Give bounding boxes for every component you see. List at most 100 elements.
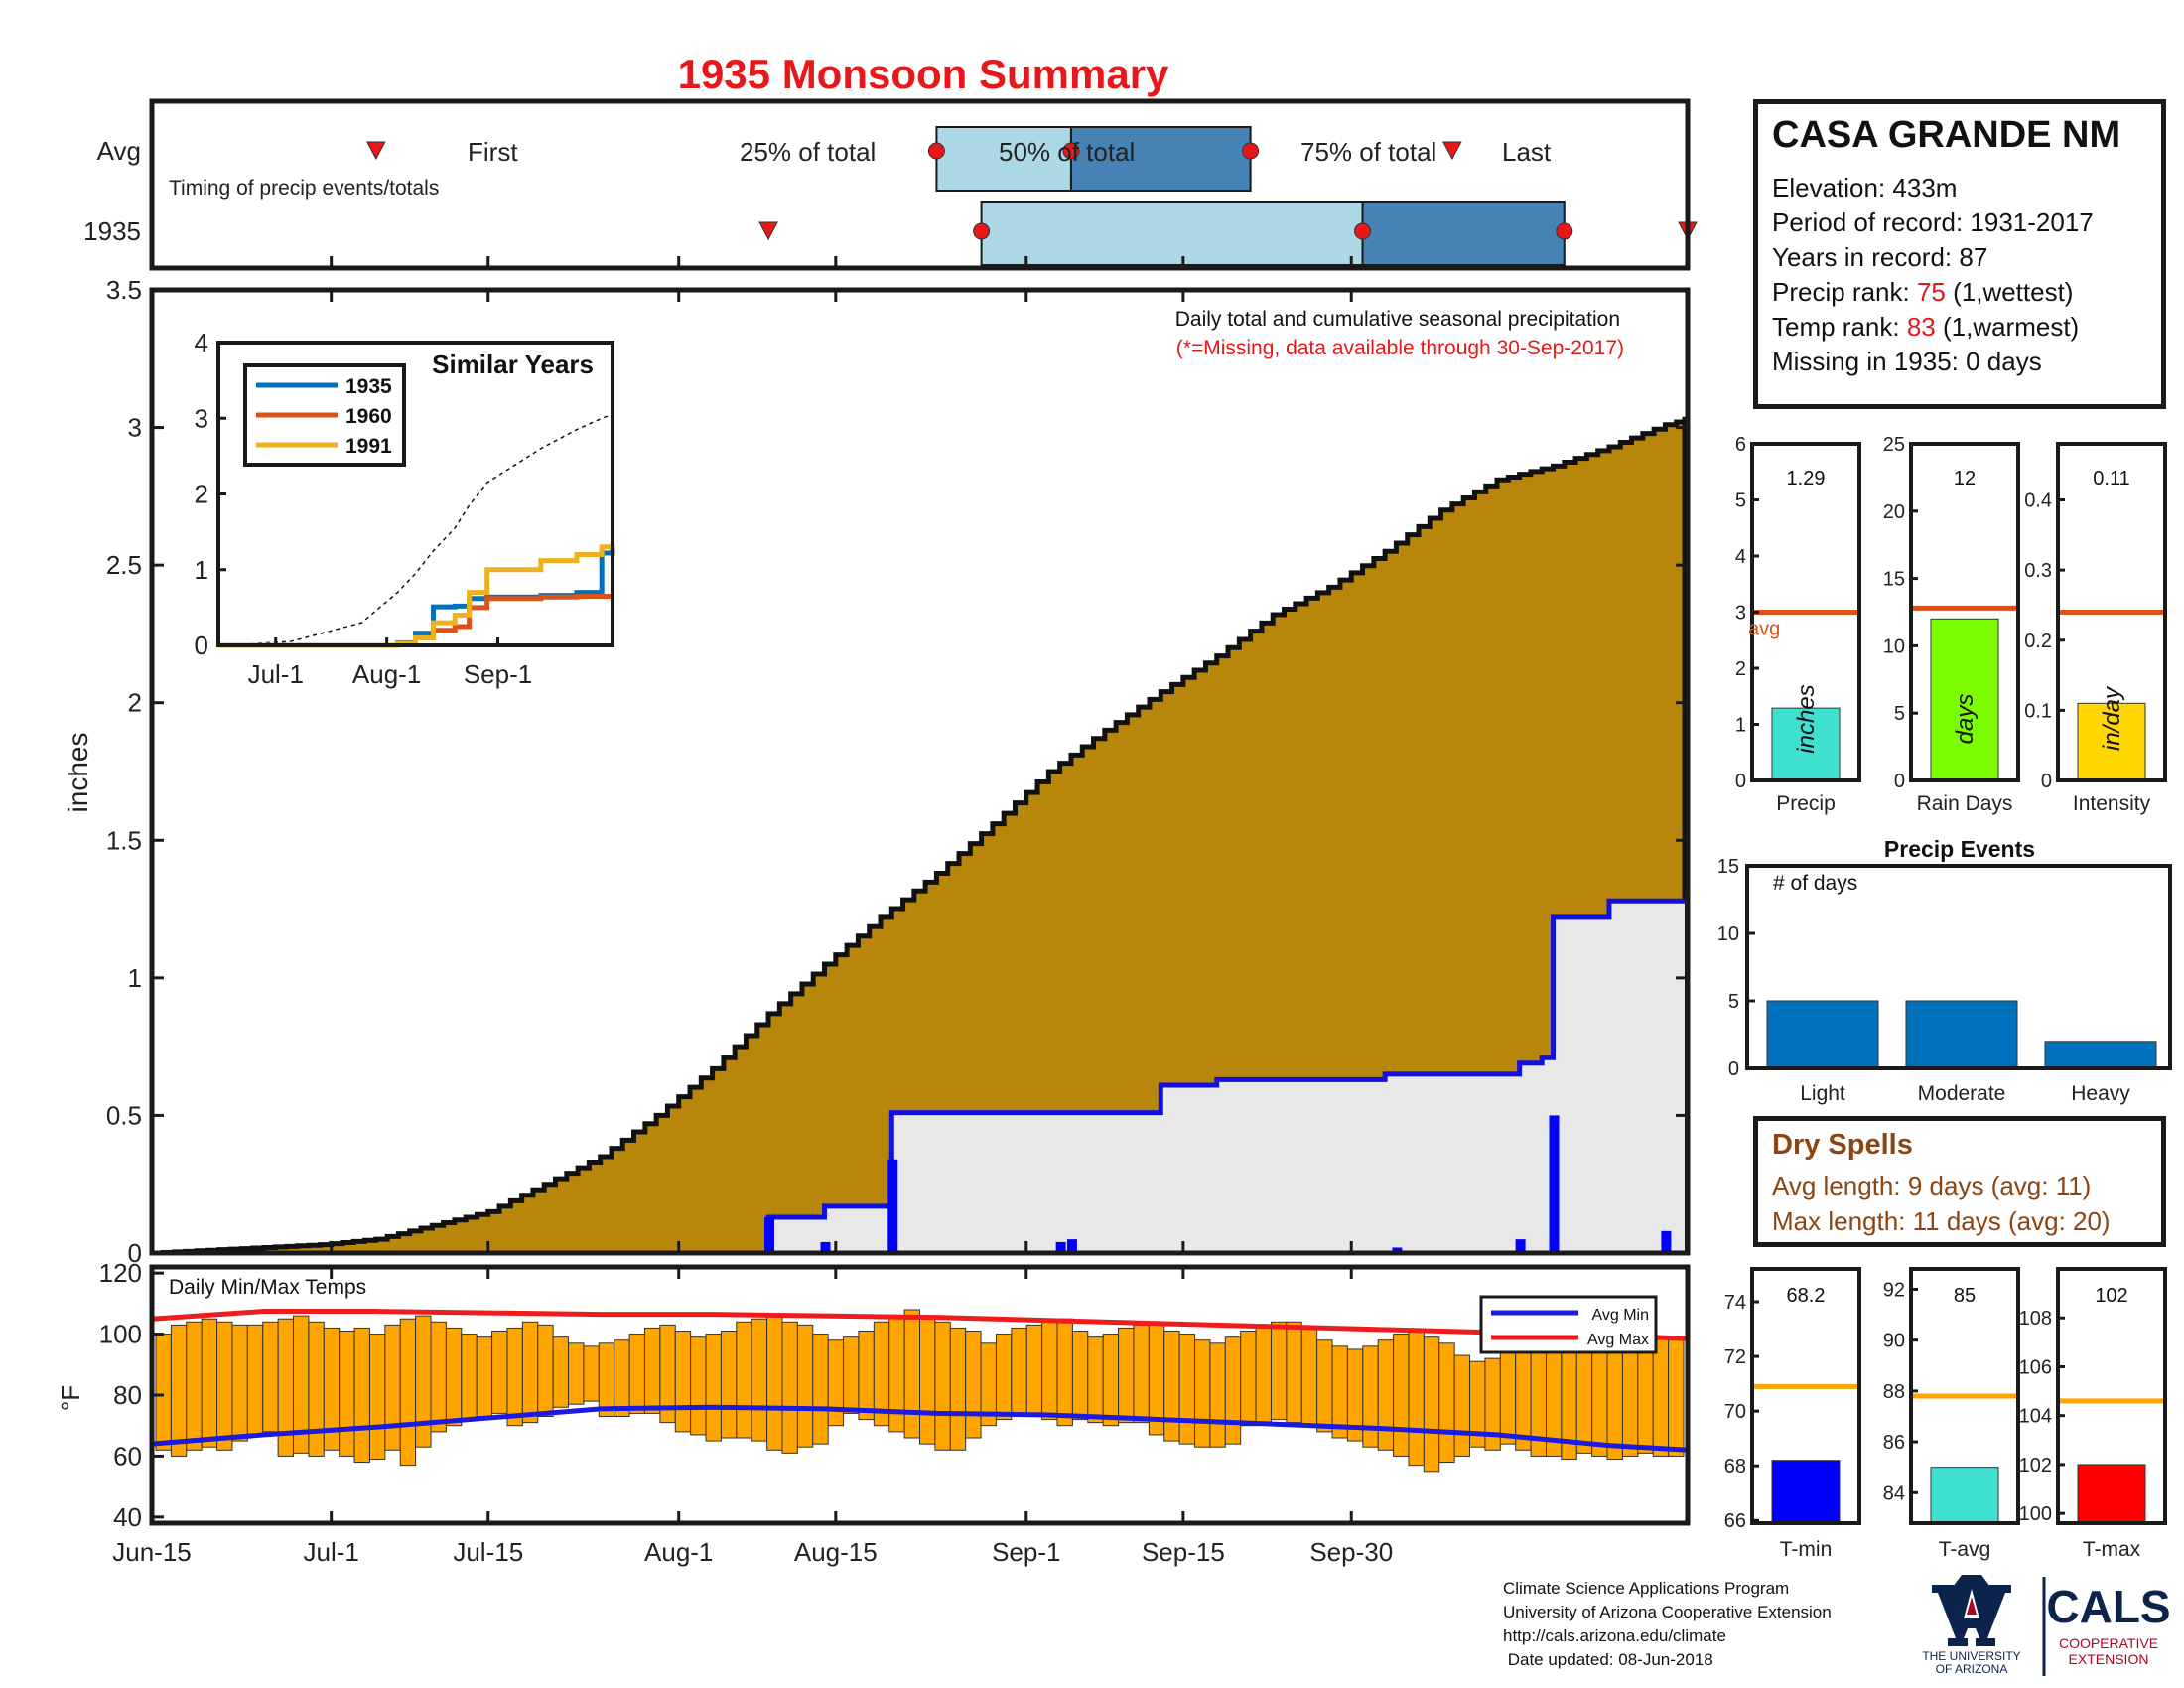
precip-rank-value: 75 [1916, 277, 1946, 307]
daily-temp-bar [614, 1339, 630, 1417]
events-y-tick-label: 0 [1728, 1058, 1739, 1080]
daily-temp-bar [1087, 1336, 1104, 1424]
events-y-tick-label: 10 [1717, 923, 1739, 945]
season-totals-panels: 65432101.29Precipinchesavg252015105012Ra… [1735, 434, 2167, 815]
station-precip-rank: Precip rank: 75 (1,wettest) [1772, 275, 2147, 310]
precip-events-chart: Precip Events Light Moderate Heavy 15 10 5 0 #… [1717, 836, 2172, 1105]
year-cumulative-line [152, 895, 1691, 1256]
avg-last-marker [1442, 141, 1462, 161]
summary-y-tick-label: 1 [1735, 715, 1746, 737]
summary-y-tick-label: 6 [1735, 434, 1746, 456]
main-y-axis: 3.5 3 2.5 2 1.5 1 0.5 0 [106, 275, 1688, 1268]
daily-temp-bar [1025, 1324, 1043, 1414]
main-precip-chart: 3.5 3 2.5 2 1.5 1 0.5 0 inches Daily total and … [63, 275, 1691, 1268]
daily-temp-bar [1300, 1327, 1318, 1427]
footer-program: Climate Science Applications Program [1503, 1579, 1790, 1598]
temp-summary-frame-1 [1909, 1267, 2020, 1525]
timing-label-p50: 50% of total [999, 137, 1135, 167]
daily-precip-bar [1055, 1241, 1066, 1253]
university-of-arizona-logo[interactable]: THE UNIVERSITY OF ARIZONA [1916, 1571, 2027, 1676]
temp-summary-tick-label: 102 [2019, 1455, 2052, 1477]
events-x-label: Heavy [2071, 1082, 2130, 1105]
daily-temp-bar [1652, 1336, 1670, 1457]
temp-summary-panels: 74 72 70 68 66 68.2 T-min 92 90 88 86 84 85 T-avg 108 1… [1724, 1267, 2167, 1561]
summary-y-tick-label: 10 [1883, 635, 1905, 657]
summary-unit-0: inches [1793, 684, 1820, 753]
daily-temp-bar [1606, 1336, 1623, 1460]
daily-temp-bar [430, 1321, 447, 1433]
temp-y-tick-label: 60 [113, 1441, 142, 1471]
timing-label-first: First [468, 137, 518, 167]
summary-bar-in/day [2077, 702, 2146, 781]
daily-temp-bar [1515, 1342, 1532, 1451]
events-bar-moderate [1905, 1000, 2018, 1069]
daily-temp-bar [1286, 1321, 1302, 1424]
summary-avg-label: avg [1748, 619, 1780, 640]
inset-y-tick-label: 4 [195, 328, 208, 357]
summary-unit-1: days [1952, 694, 1979, 745]
footer-url[interactable]: http://cals.arizona.edu/climate [1503, 1626, 1726, 1645]
daily-precip-bar [1066, 1239, 1077, 1253]
daily-temp-bar [308, 1321, 325, 1457]
year-cumulative-area [152, 898, 1688, 1253]
station-missing: Missing in 1935: 0 days [1772, 347, 2042, 376]
events-x-label: Light [1800, 1082, 1845, 1105]
daily-precip-bar [820, 1241, 831, 1253]
timing-label-p25: 25% of total [740, 137, 876, 167]
main-y-tick-label: 3.5 [106, 275, 142, 305]
station-elevation: Elevation: 433m [1772, 173, 1958, 203]
events-bar-light [1766, 1000, 1879, 1069]
ua-logo-text-2: OF ARIZONA [1936, 1662, 2008, 1676]
summary-y-tick-label: 2 [1735, 658, 1746, 680]
inset-legend-1960: 1960 [345, 405, 392, 428]
inset-y-axis: 4 3 2 1 0 [195, 328, 226, 660]
figure-title: 1935 Monsoon Summary [678, 51, 1169, 97]
summary-y-tick-label: 0 [1735, 771, 1746, 792]
summary-label-2: Intensity [2073, 792, 2151, 815]
daily-temp-bar [201, 1318, 218, 1448]
daily-temp-bar [1575, 1336, 1593, 1454]
temp-summary-tick-label: 72 [1724, 1346, 1746, 1368]
summary-y-tick-label: 5 [1894, 703, 1905, 725]
main-note: Daily total and cumulative seasonal prec… [1175, 308, 1620, 331]
daily-temp-bar [705, 1334, 722, 1442]
date-x-tick-label: Jul-15 [453, 1537, 523, 1567]
date-x-tick-label: Aug-1 [644, 1537, 713, 1567]
summary-y-tick-label: 5 [1735, 491, 1746, 512]
main-y-tick-label: 0 [128, 1238, 142, 1268]
main-y-tick-label: 2.5 [106, 550, 142, 580]
daily-precip-bar [887, 1159, 898, 1253]
daily-temp-bar [628, 1334, 645, 1414]
daily-temp-bar [1041, 1321, 1058, 1421]
cals-logo[interactable]: CALS COOPERATIVE EXTENSION [2041, 1577, 2170, 1676]
events-bar-heavy [2044, 1041, 2157, 1069]
inset-legend-1991: 1991 [345, 435, 392, 458]
temp-title: Daily Min/Max Temps [169, 1276, 366, 1299]
main-y-label: inches [63, 733, 93, 813]
events-frame [1745, 864, 2172, 1070]
temp-legend-min: Avg Min [1591, 1307, 1649, 1324]
daily-temp-bar [399, 1318, 417, 1467]
main-plot-area [152, 416, 1691, 1256]
daily-temp-bar [643, 1327, 661, 1414]
temp-y-axis: 120 100 80 60 40 [99, 1258, 164, 1532]
temp-summary-tick-label: 84 [1883, 1482, 1905, 1504]
daily-precip-bar [1549, 1115, 1560, 1253]
daily-temp-bar [1377, 1339, 1395, 1451]
temp-summary-tick-label: 106 [2019, 1356, 2052, 1378]
summary-y-tick-label: 20 [1883, 501, 1905, 523]
summary-value-2: 0.11 [2093, 468, 2129, 490]
footer-credits: Climate Science Applications Program Uni… [1503, 1577, 1900, 1672]
temp-summary-tick-label: 66 [1724, 1510, 1746, 1532]
daily-temp-bar [1453, 1354, 1471, 1457]
inset-title: Similar Years [432, 350, 594, 379]
daily-temp-bar [934, 1321, 951, 1451]
summary-y-tick-label: 0 [2041, 771, 2052, 792]
inset-x-axis: Jul-1 Aug-1 Sep-1 [248, 637, 532, 689]
station-period: Period of record: 1931-2017 [1772, 208, 2094, 237]
daily-temp-bar [262, 1321, 279, 1433]
temp-legend-box [1479, 1295, 1658, 1354]
timing-frame [149, 98, 1691, 271]
daily-temp-bar [506, 1327, 523, 1427]
inset-y-tick-label: 0 [195, 631, 208, 660]
